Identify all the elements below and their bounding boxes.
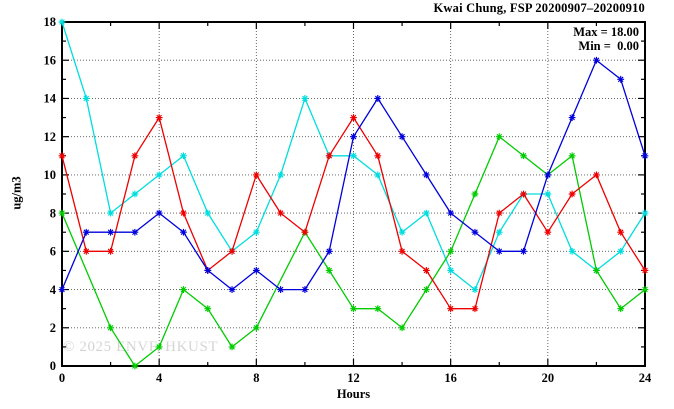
x-tick-label: 4 bbox=[156, 371, 163, 385]
series-red-markers bbox=[58, 114, 649, 313]
y-tick-label: 0 bbox=[50, 359, 56, 373]
chart-title: Kwai Chung, FSP 20200907–20200910 bbox=[433, 1, 645, 15]
y-tick-label: 16 bbox=[44, 53, 57, 67]
y-tick-label: 12 bbox=[44, 130, 57, 144]
max-value-label: Max = 18.00 bbox=[573, 25, 639, 39]
x-axis-label: Hours bbox=[336, 387, 371, 401]
y-axis-label: ug/m3 bbox=[9, 176, 24, 210]
series-green-markers bbox=[58, 133, 649, 370]
x-tick-label: 8 bbox=[253, 371, 259, 385]
stats-box: Max = 18.00 Min = 0.00 bbox=[0, 25, 639, 53]
y-tick-label: 18 bbox=[44, 15, 57, 29]
x-tick-label: 24 bbox=[639, 371, 652, 385]
x-tick-label: 12 bbox=[347, 371, 360, 385]
watermark: © 2025 ENVF, HKUST bbox=[63, 339, 219, 355]
y-tick-label: 8 bbox=[50, 206, 56, 220]
y-tick-label: 2 bbox=[50, 321, 56, 335]
y-tick-label: 4 bbox=[50, 283, 57, 297]
x-tick-label: 16 bbox=[444, 371, 457, 385]
min-value-label: Min = 0.00 bbox=[578, 39, 639, 53]
x-tick-label: 20 bbox=[542, 371, 555, 385]
y-tick-label: 6 bbox=[50, 245, 56, 259]
series-cyan-markers bbox=[58, 18, 649, 293]
series-blue-markers bbox=[58, 56, 649, 293]
y-tick-label: 10 bbox=[44, 168, 57, 182]
x-tick-label: 0 bbox=[59, 371, 65, 385]
y-tick-label: 14 bbox=[44, 92, 57, 106]
